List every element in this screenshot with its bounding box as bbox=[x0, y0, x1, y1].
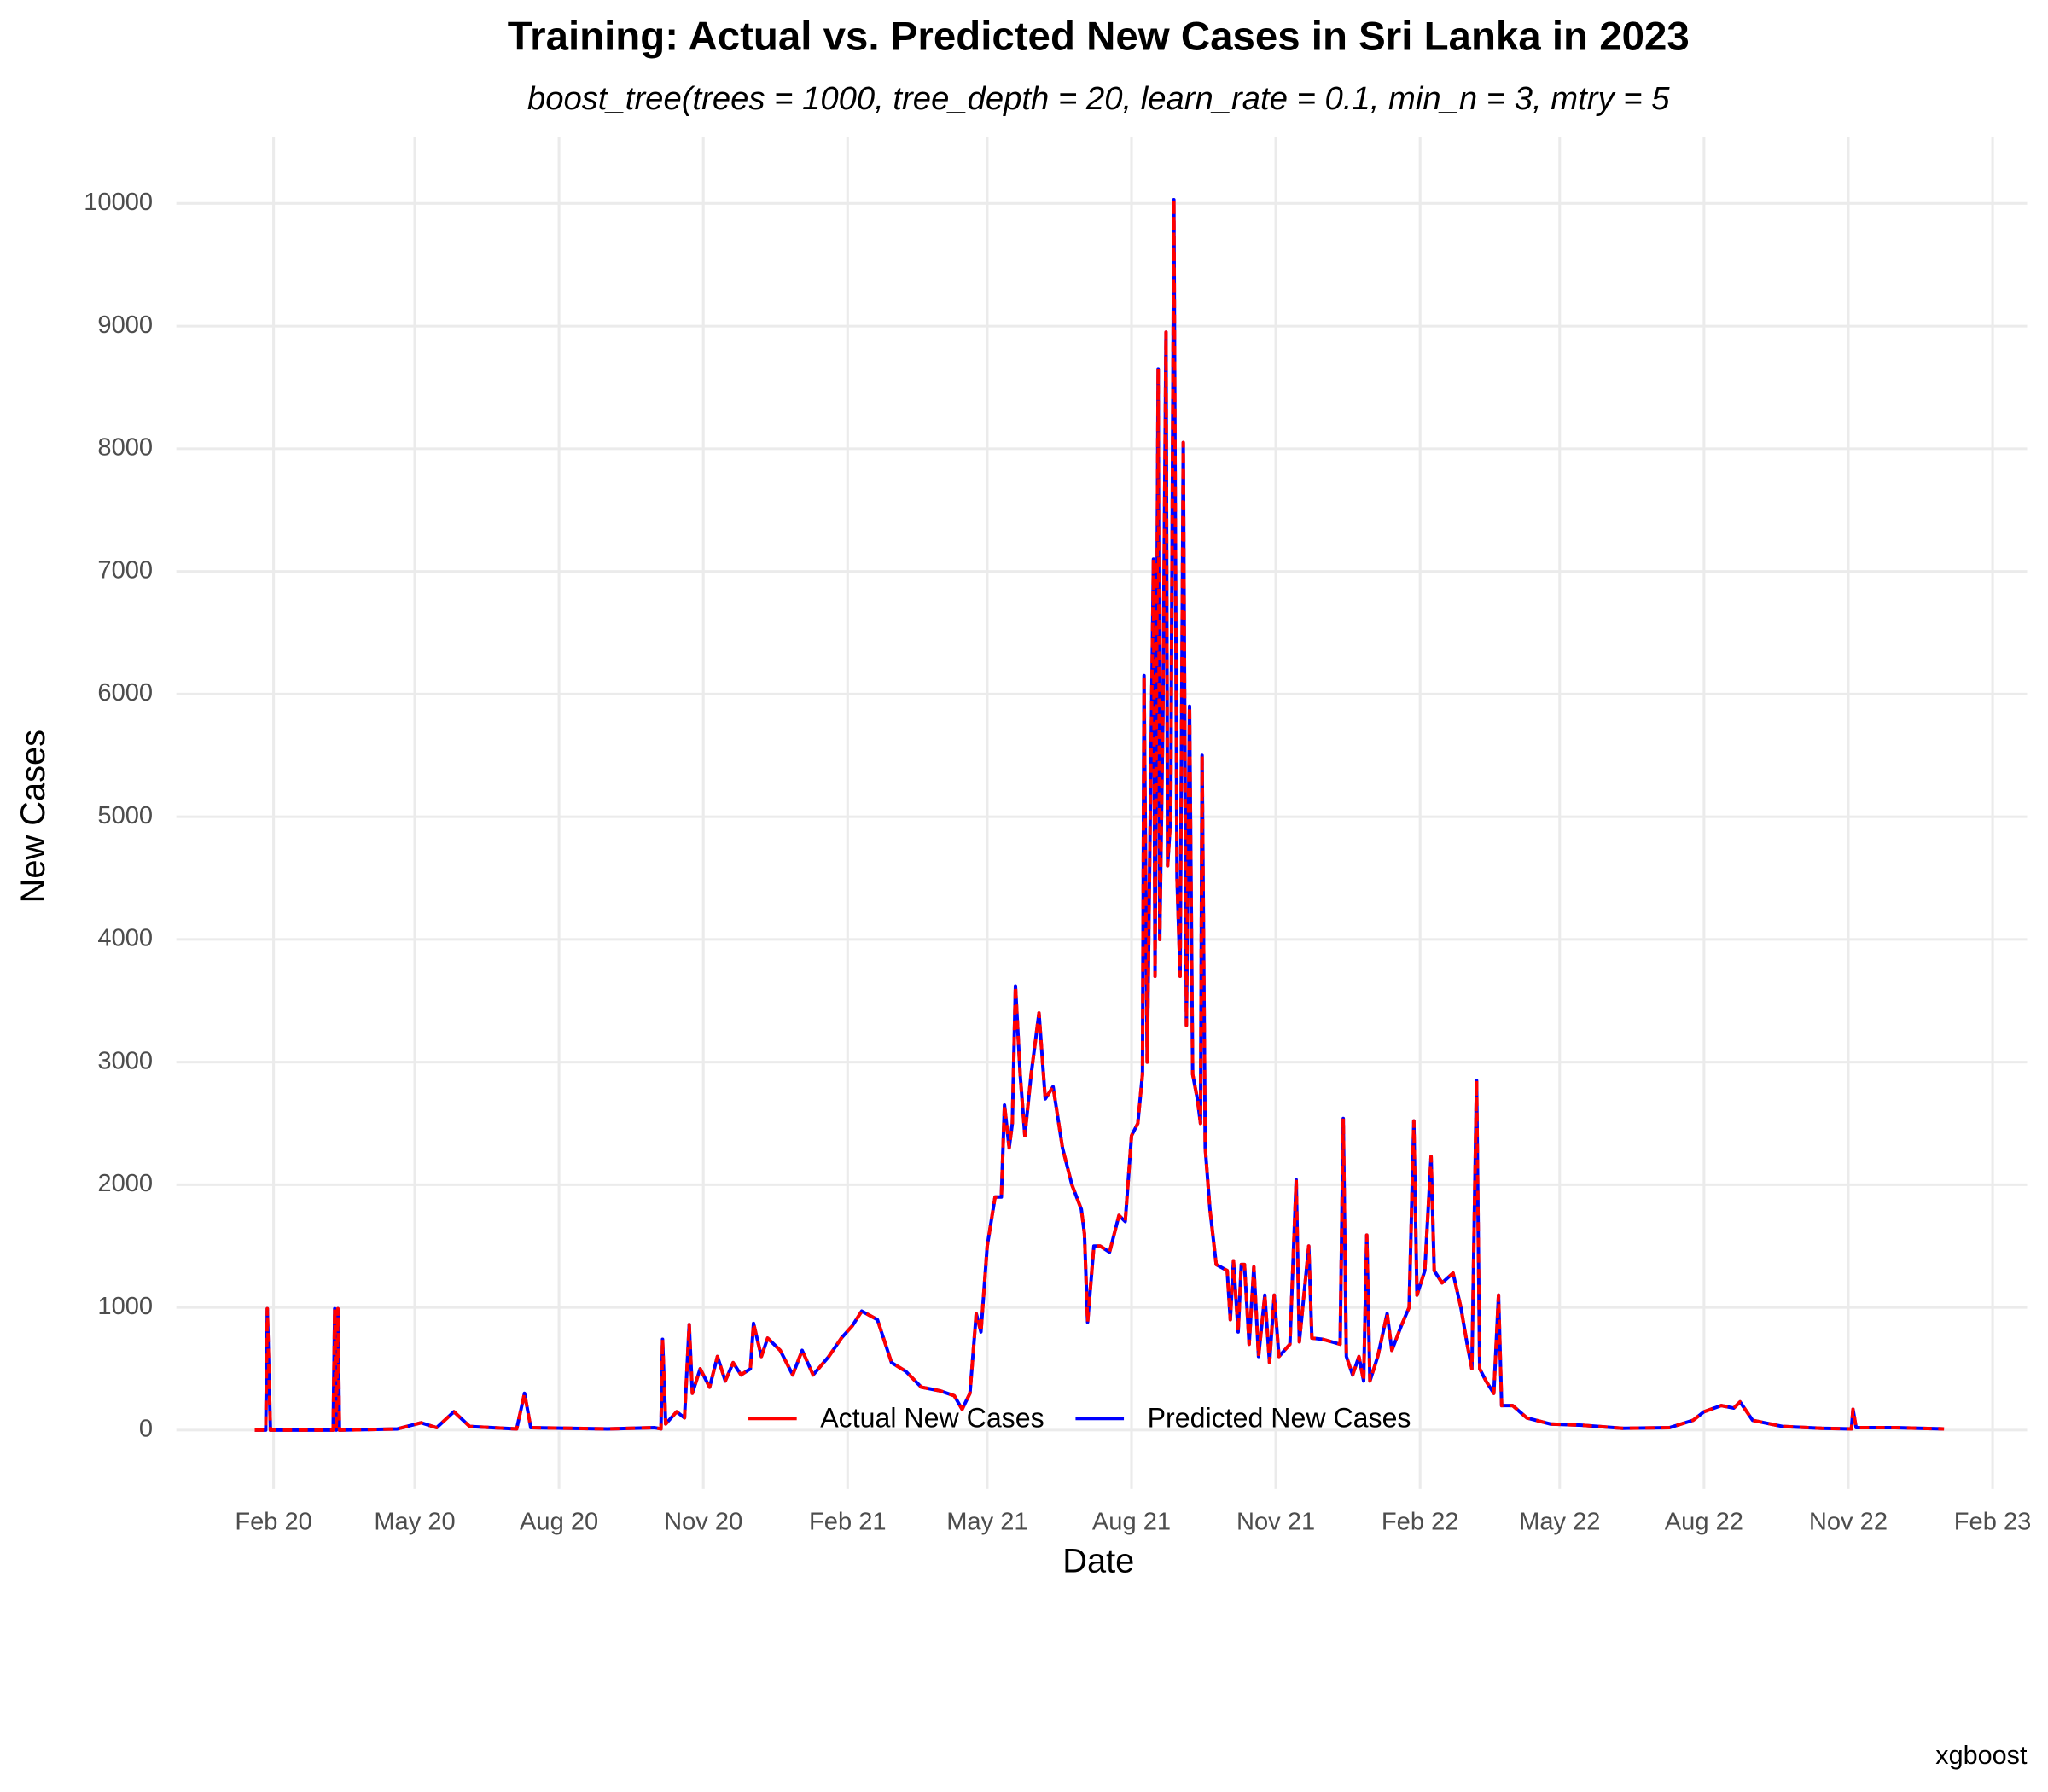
x-tick-label: Nov 22 bbox=[1809, 1508, 1888, 1535]
data-line bbox=[254, 198, 1945, 1432]
y-tick-label: 9000 bbox=[97, 311, 153, 339]
y-axis-title: New Cases bbox=[15, 730, 52, 903]
legend-label: Predicted New Cases bbox=[1148, 1402, 1411, 1433]
caption: xgboost bbox=[1935, 1741, 2028, 1770]
x-tick-label: Nov 21 bbox=[1236, 1508, 1315, 1535]
x-tick-label: Feb 21 bbox=[809, 1508, 887, 1535]
y-tick-label: 5000 bbox=[97, 802, 153, 829]
y-tick-label: 6000 bbox=[97, 679, 153, 707]
y-tick-label: 8000 bbox=[97, 434, 153, 462]
chart-title: Training: Actual vs. Predicted New Cases… bbox=[508, 14, 1690, 59]
y-tick-label: 7000 bbox=[97, 556, 153, 584]
x-tick-label: Feb 22 bbox=[1382, 1508, 1459, 1535]
plot-lines bbox=[254, 198, 1945, 1432]
legend-label: Actual New Cases bbox=[820, 1402, 1044, 1433]
x-axis-title: Date bbox=[1062, 1543, 1134, 1580]
y-tick-label: 0 bbox=[139, 1416, 153, 1443]
x-tick-label: Aug 20 bbox=[520, 1508, 598, 1535]
x-tick-label: Feb 20 bbox=[235, 1508, 312, 1535]
y-tick-label: 2000 bbox=[97, 1170, 153, 1197]
y-tick-label: 10000 bbox=[84, 189, 153, 216]
grid bbox=[176, 137, 2028, 1489]
x-tick-label: Feb 23 bbox=[1954, 1508, 2032, 1535]
chart-subtitle: boost_tree(trees = 1000, tree_depth = 20… bbox=[527, 80, 1670, 117]
x-tick-label: May 22 bbox=[1519, 1508, 1600, 1535]
y-tick-label: 1000 bbox=[97, 1293, 153, 1320]
x-tick-label: May 21 bbox=[946, 1508, 1027, 1535]
x-tick-label: Nov 20 bbox=[664, 1508, 742, 1535]
y-tick-label: 3000 bbox=[97, 1047, 153, 1074]
x-tick-label: Aug 21 bbox=[1092, 1508, 1171, 1535]
x-tick-label: Aug 22 bbox=[1665, 1508, 1743, 1535]
legend: Actual New Cases Predicted New Cases bbox=[748, 1402, 1411, 1433]
y-tick-label: 4000 bbox=[97, 925, 153, 952]
x-tick-label: May 20 bbox=[374, 1508, 455, 1535]
